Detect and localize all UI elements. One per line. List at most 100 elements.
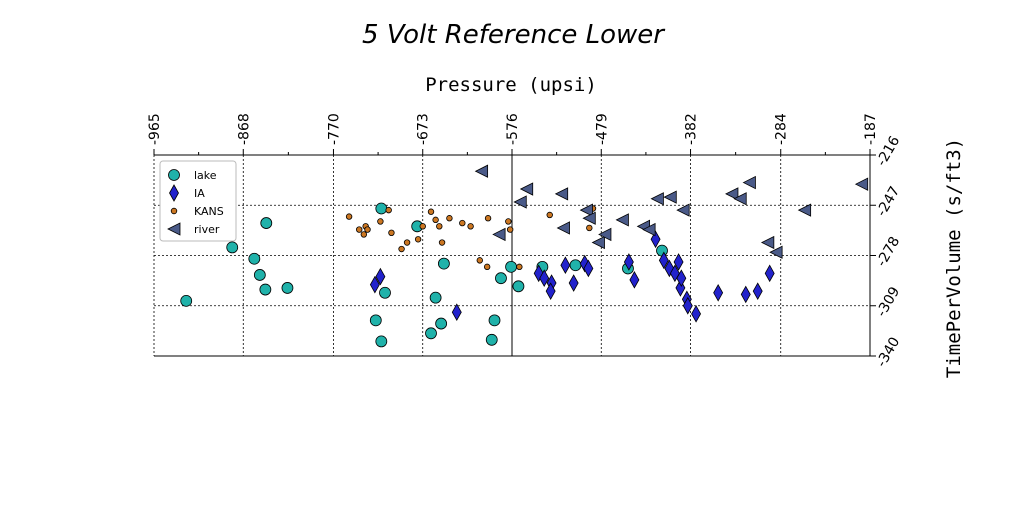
legend-marker-river <box>167 222 181 236</box>
point-ia <box>740 285 751 304</box>
point-lake <box>435 317 448 330</box>
point-river <box>663 190 677 204</box>
point-kans <box>459 219 466 227</box>
point-lake <box>180 294 193 307</box>
point-ia <box>650 230 661 249</box>
y-axis-label: TimePerVolume (s/ft3) <box>943 138 965 378</box>
point-kans <box>377 218 384 225</box>
point-lake <box>375 202 388 215</box>
point-kans <box>419 223 426 230</box>
point-kans <box>398 245 405 253</box>
point-lake <box>369 314 382 327</box>
point-lake <box>425 327 437 340</box>
point-ia <box>451 303 462 322</box>
point-river <box>676 203 690 217</box>
point-ia <box>673 253 684 271</box>
point-kans <box>438 239 446 246</box>
chart-title: 5 Volt Reference Lower <box>362 20 666 50</box>
point-river <box>579 203 593 217</box>
point-ia <box>752 282 763 300</box>
point-river <box>760 235 775 250</box>
point-ia <box>560 256 571 275</box>
point-river <box>797 203 812 217</box>
legend: lake IA KANS river <box>159 160 237 242</box>
x-tick-label: -965 <box>147 113 163 145</box>
point-lake <box>656 244 668 257</box>
point-lake <box>253 269 266 281</box>
legend-label-river: river <box>194 223 220 236</box>
point-kans <box>505 218 512 225</box>
point-kans <box>427 208 435 215</box>
point-lake <box>248 252 261 265</box>
point-ia <box>583 259 594 278</box>
point-lake <box>512 280 525 293</box>
point-lake <box>505 260 517 273</box>
point-kans <box>360 231 368 238</box>
point-kans <box>467 223 474 230</box>
x-tick-label: -479 <box>594 113 610 145</box>
legend-marker-lake <box>168 169 180 181</box>
point-ia <box>539 269 550 288</box>
point-river <box>725 187 739 201</box>
point-ia <box>623 253 634 271</box>
point-river <box>513 195 527 209</box>
legend-label-kans: KANS <box>194 205 224 218</box>
point-river <box>742 175 756 190</box>
point-river <box>854 177 869 191</box>
point-river <box>556 221 570 235</box>
point-river <box>769 245 783 259</box>
point-ia <box>764 264 775 283</box>
point-ia <box>658 251 669 270</box>
data-points <box>180 164 869 348</box>
point-ia <box>375 267 386 286</box>
point-kans <box>484 215 492 222</box>
x-tick-label: -284 <box>774 113 790 145</box>
point-river <box>492 227 506 242</box>
point-ia <box>629 270 640 289</box>
point-river <box>474 164 489 178</box>
point-kans <box>516 263 523 271</box>
point-ia <box>682 296 693 315</box>
point-kans <box>546 211 553 219</box>
point-kans <box>446 215 453 222</box>
x-tick-label: -770 <box>326 113 342 145</box>
point-river <box>582 211 596 225</box>
point-kans <box>436 223 443 230</box>
legend-label-lake: lake <box>194 169 217 182</box>
point-river <box>642 222 656 237</box>
legend-box <box>159 160 237 242</box>
legend-marker-kans <box>170 207 178 215</box>
point-lake <box>429 291 442 304</box>
x-tick-label: -673 <box>416 113 432 145</box>
point-lake <box>569 259 582 272</box>
point-lake <box>375 335 388 348</box>
x-axis-label: Pressure (upsi) <box>425 74 597 96</box>
origin-lines <box>154 155 870 357</box>
y-tick-label: -247 <box>874 184 904 220</box>
point-kans <box>586 224 593 232</box>
x-tick-label: -576 <box>505 113 521 145</box>
point-lake <box>485 333 498 346</box>
point-river <box>591 235 605 250</box>
y-tick-label: -278 <box>874 234 904 270</box>
point-river <box>598 227 612 242</box>
point-river <box>519 182 534 196</box>
point-kans <box>388 229 395 237</box>
point-kans <box>432 216 439 224</box>
point-river <box>733 192 747 206</box>
point-kans <box>345 213 353 220</box>
legend-label-ia: IA <box>194 187 205 200</box>
point-lake <box>488 314 501 327</box>
point-river <box>554 187 569 201</box>
point-lake <box>259 283 272 296</box>
point-lake <box>281 282 294 294</box>
point-kans <box>385 206 392 214</box>
y-tick-label: -309 <box>874 284 904 320</box>
point-lake <box>437 257 450 270</box>
point-kans <box>414 236 422 243</box>
point-ia <box>713 283 724 302</box>
x-tick-label: -868 <box>236 113 252 145</box>
point-kans <box>364 226 371 233</box>
point-lake <box>379 286 391 299</box>
